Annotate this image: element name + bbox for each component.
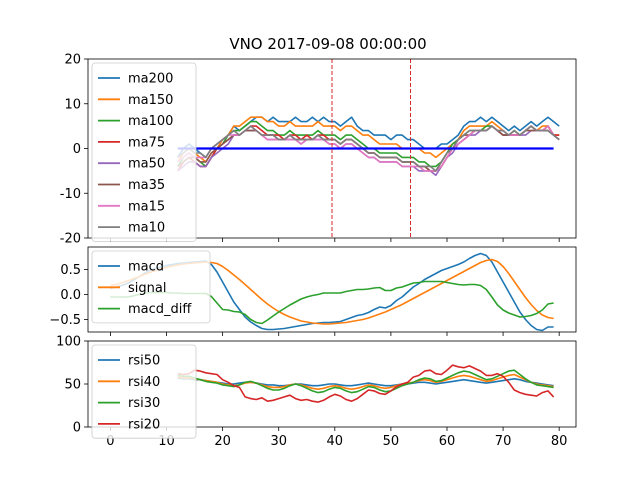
y-tick-label: 20 bbox=[64, 53, 81, 68]
legend-label-ma100: ma100 bbox=[128, 114, 173, 129]
axes-frame bbox=[87, 340, 577, 428]
legend-box bbox=[91, 250, 211, 324]
plot-area bbox=[177, 59, 560, 238]
legend-label-rsi20: rsi20 bbox=[128, 417, 160, 432]
x-tick-label: 70 bbox=[495, 434, 512, 449]
series-line-ma150 bbox=[177, 116, 560, 163]
legend-label-rsi30: rsi30 bbox=[128, 396, 160, 411]
y-tick-label: 100 bbox=[56, 335, 81, 350]
series-line-ma200 bbox=[177, 116, 560, 159]
y-tick-label: -20 bbox=[60, 232, 81, 247]
x-tick-label: 30 bbox=[270, 434, 287, 449]
legend-box bbox=[91, 344, 197, 439]
y-tick-label: 0.0 bbox=[60, 288, 81, 303]
x-tick-label: 20 bbox=[214, 434, 231, 449]
x-tick-label: 60 bbox=[439, 434, 456, 449]
y-tick-label: 0.5 bbox=[60, 263, 81, 278]
axes-frame bbox=[87, 246, 577, 333]
axes-frame bbox=[87, 58, 577, 239]
legend-label-ma150: ma150 bbox=[128, 93, 173, 108]
plot-area bbox=[177, 364, 555, 403]
y-tick-label: 0 bbox=[73, 142, 81, 157]
x-tick-label: 40 bbox=[327, 434, 344, 449]
moving-averages-panel: -20 -10 0 10 20 ma200 ma150 ma100 ma75 ma50 ma35 ma… bbox=[60, 53, 577, 247]
series-line-ma10 bbox=[177, 125, 560, 172]
legend-label-ma50: ma50 bbox=[128, 157, 165, 172]
chart-title: VNO 2017-09-08 00:00:00 bbox=[229, 35, 426, 53]
legend-label-macd_diff: macd_diff bbox=[128, 302, 192, 317]
legend-label-ma15: ma15 bbox=[128, 199, 165, 214]
series-line-rsi50 bbox=[177, 377, 554, 387]
legend-label-ma75: ma75 bbox=[128, 135, 165, 150]
y-tick-label: −0.5 bbox=[49, 313, 81, 328]
y-tick-label: 10 bbox=[64, 97, 81, 112]
macd-panel: −0.5 0.0 0.5 macd signal macd_diff bbox=[49, 246, 577, 336]
legend-label-macd: macd bbox=[128, 260, 164, 275]
y-tick-label: 50 bbox=[64, 378, 81, 393]
y-tick-label: -10 bbox=[60, 187, 81, 202]
legend-label-ma35: ma35 bbox=[128, 178, 165, 193]
legend-label-rsi50: rsi50 bbox=[128, 354, 160, 369]
y-tick-label: 0 bbox=[73, 421, 81, 436]
legend-label-rsi40: rsi40 bbox=[128, 375, 160, 390]
x-tick-label: 80 bbox=[551, 434, 568, 449]
legend-box bbox=[91, 62, 197, 242]
series-line-rsi30 bbox=[177, 369, 554, 394]
series-line-ma100 bbox=[177, 120, 560, 168]
x-tick-label: 0 bbox=[106, 434, 114, 449]
legend-label-ma200: ma200 bbox=[128, 72, 173, 87]
legend-label-ma10: ma10 bbox=[128, 221, 165, 236]
legend-label-signal: signal bbox=[128, 281, 166, 296]
x-tick-label: 50 bbox=[383, 434, 400, 449]
series-line-rsi20 bbox=[177, 364, 555, 403]
